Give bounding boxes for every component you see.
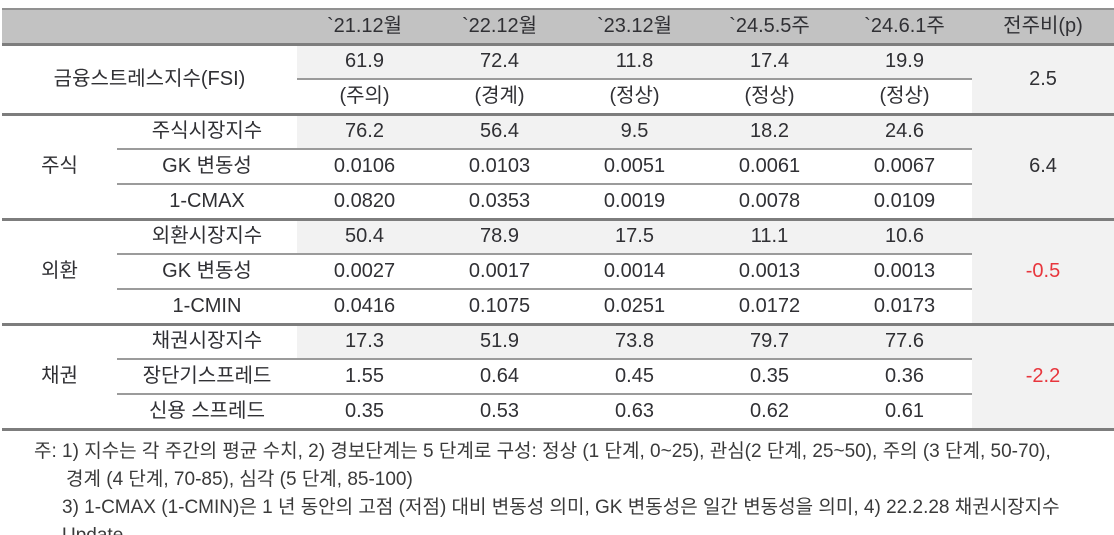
value-cell: 0.0017 bbox=[432, 254, 567, 290]
period-header: `23.12월 bbox=[567, 8, 702, 46]
fsi-value: 17.4 bbox=[702, 44, 837, 80]
value-cell: 1.55 bbox=[297, 359, 432, 395]
fsi-value: 11.8 bbox=[567, 44, 702, 80]
fsi-table: `21.12월 `22.12월 `23.12월 `24.5.5주 `24.6.1… bbox=[2, 8, 1114, 431]
value-cell: 0.0051 bbox=[567, 149, 702, 185]
value-cell: 0.0013 bbox=[837, 254, 972, 290]
value-cell: 17.3 bbox=[297, 324, 432, 360]
value-cell: 0.0109 bbox=[837, 184, 972, 221]
value-cell: 17.5 bbox=[567, 219, 702, 255]
value-cell: 0.0019 bbox=[567, 184, 702, 221]
value-cell: 0.0173 bbox=[837, 289, 972, 326]
table-row: 주식 주식시장지수 76.2 56.4 9.5 18.2 24.6 6.4 bbox=[2, 114, 1114, 221]
footnote-line: 3) 1-CMAX (1-CMIN)은 1 년 동안의 고점 (저점) 대비 변… bbox=[62, 496, 1060, 535]
value-cell: 0.0820 bbox=[297, 184, 432, 221]
value-cell: 11.1 bbox=[702, 219, 837, 255]
value-cell: 24.6 bbox=[837, 114, 972, 150]
change-cell: 6.4 bbox=[972, 114, 1114, 221]
table-row: GK 변동성 0.0106 0.0103 0.0051 0.0061 0.006… bbox=[2, 149, 1114, 185]
period-header: `21.12월 bbox=[297, 8, 432, 46]
value-cell: 0.0106 bbox=[297, 149, 432, 185]
fsi-value: 19.9 bbox=[837, 44, 972, 80]
value-cell: 0.0067 bbox=[837, 149, 972, 185]
period-header: `24.5.5주 bbox=[702, 8, 837, 46]
table-row: 장단기스프레드 1.55 0.64 0.45 0.35 0.36 bbox=[2, 359, 1114, 395]
table-row: GK 변동성 0.0027 0.0017 0.0014 0.0013 0.001… bbox=[2, 254, 1114, 290]
value-cell: 0.0353 bbox=[432, 184, 567, 221]
value-cell: 73.8 bbox=[567, 324, 702, 360]
row-label: 1-CMAX bbox=[117, 184, 297, 221]
value-cell: 0.35 bbox=[702, 359, 837, 395]
value-cell: 50.4 bbox=[297, 219, 432, 255]
fsi-status: (정상) bbox=[567, 79, 702, 116]
footnotes: 주: 1) 지수는 각 주간의 평균 수치, 2) 경보단계는 5 단계로 구성… bbox=[0, 438, 1114, 535]
value-cell: 0.0078 bbox=[702, 184, 837, 221]
change-header: 전주비(p) bbox=[972, 8, 1114, 46]
value-cell: 0.0172 bbox=[702, 289, 837, 326]
value-cell: 0.36 bbox=[837, 359, 972, 395]
footnote-line: 경계 (4 단계, 70-85), 심각 (5 단계, 85-100) bbox=[66, 468, 413, 490]
value-cell: 0.62 bbox=[702, 394, 837, 431]
header-corner bbox=[2, 8, 297, 46]
value-cell: 0.0027 bbox=[297, 254, 432, 290]
fsi-values-row: 금융스트레스지수(FSI) 61.9 72.4 11.8 17.4 19.9 2… bbox=[2, 44, 1114, 116]
table-row: 1-CMIN 0.0416 0.1075 0.0251 0.0172 0.017… bbox=[2, 289, 1114, 326]
value-cell: 79.7 bbox=[702, 324, 837, 360]
value-cell: 0.63 bbox=[567, 394, 702, 431]
value-cell: 0.0014 bbox=[567, 254, 702, 290]
value-cell: 0.1075 bbox=[432, 289, 567, 326]
value-cell: 0.0013 bbox=[702, 254, 837, 290]
fsi-change: 2.5 bbox=[972, 44, 1114, 116]
period-header: `22.12월 bbox=[432, 8, 567, 46]
row-label: 1-CMIN bbox=[117, 289, 297, 326]
row-label: GK 변동성 bbox=[117, 254, 297, 290]
value-cell: 0.45 bbox=[567, 359, 702, 395]
table-row: 1-CMAX 0.0820 0.0353 0.0019 0.0078 0.010… bbox=[2, 184, 1114, 221]
change-cell: -0.5 bbox=[972, 219, 1114, 326]
row-label: 채권시장지수 bbox=[117, 324, 297, 360]
fsi-value: 72.4 bbox=[432, 44, 567, 80]
value-cell: 0.53 bbox=[432, 394, 567, 431]
value-cell: 56.4 bbox=[432, 114, 567, 150]
group-label-fx: 외환 bbox=[2, 219, 117, 326]
value-cell: 18.2 bbox=[702, 114, 837, 150]
value-cell: 0.61 bbox=[837, 394, 972, 431]
header-row: `21.12월 `22.12월 `23.12월 `24.5.5주 `24.6.1… bbox=[2, 8, 1114, 46]
table-row: 외환 외환시장지수 50.4 78.9 17.5 11.1 10.6 -0.5 bbox=[2, 219, 1114, 326]
value-cell: 0.0251 bbox=[567, 289, 702, 326]
value-cell: 0.35 bbox=[297, 394, 432, 431]
value-cell: 0.64 bbox=[432, 359, 567, 395]
table-row: 채권 채권시장지수 17.3 51.9 73.8 79.7 77.6 -2.2 bbox=[2, 324, 1114, 431]
fsi-status: (주의) bbox=[297, 79, 432, 116]
value-cell: 10.6 bbox=[837, 219, 972, 255]
row-label: 신용 스프레드 bbox=[117, 394, 297, 431]
fsi-status: (경계) bbox=[432, 79, 567, 116]
fsi-value: 61.9 bbox=[297, 44, 432, 80]
change-cell: -2.2 bbox=[972, 324, 1114, 431]
group-label-bonds: 채권 bbox=[2, 324, 117, 431]
table-row: 신용 스프레드 0.35 0.53 0.63 0.62 0.61 bbox=[2, 394, 1114, 431]
fsi-status: (정상) bbox=[837, 79, 972, 116]
value-cell: 0.0416 bbox=[297, 289, 432, 326]
footnote-line: 주: 1) 지수는 각 주간의 평균 수치, 2) 경보단계는 5 단계로 구성… bbox=[34, 440, 1051, 462]
value-cell: 9.5 bbox=[567, 114, 702, 150]
fsi-status-row: (주의) (경계) (정상) (정상) (정상) bbox=[2, 79, 1114, 116]
period-header: `24.6.1주 bbox=[837, 8, 972, 46]
fsi-status: (정상) bbox=[702, 79, 837, 116]
row-label: 외환시장지수 bbox=[117, 219, 297, 255]
row-label: GK 변동성 bbox=[117, 149, 297, 185]
value-cell: 51.9 bbox=[432, 324, 567, 360]
row-label: 주식시장지수 bbox=[117, 114, 297, 150]
value-cell: 76.2 bbox=[297, 114, 432, 150]
group-label-stocks: 주식 bbox=[2, 114, 117, 221]
row-label: 장단기스프레드 bbox=[117, 359, 297, 395]
value-cell: 77.6 bbox=[837, 324, 972, 360]
value-cell: 0.0061 bbox=[702, 149, 837, 185]
fsi-label: 금융스트레스지수(FSI) bbox=[2, 44, 297, 116]
value-cell: 0.0103 bbox=[432, 149, 567, 185]
value-cell: 78.9 bbox=[432, 219, 567, 255]
